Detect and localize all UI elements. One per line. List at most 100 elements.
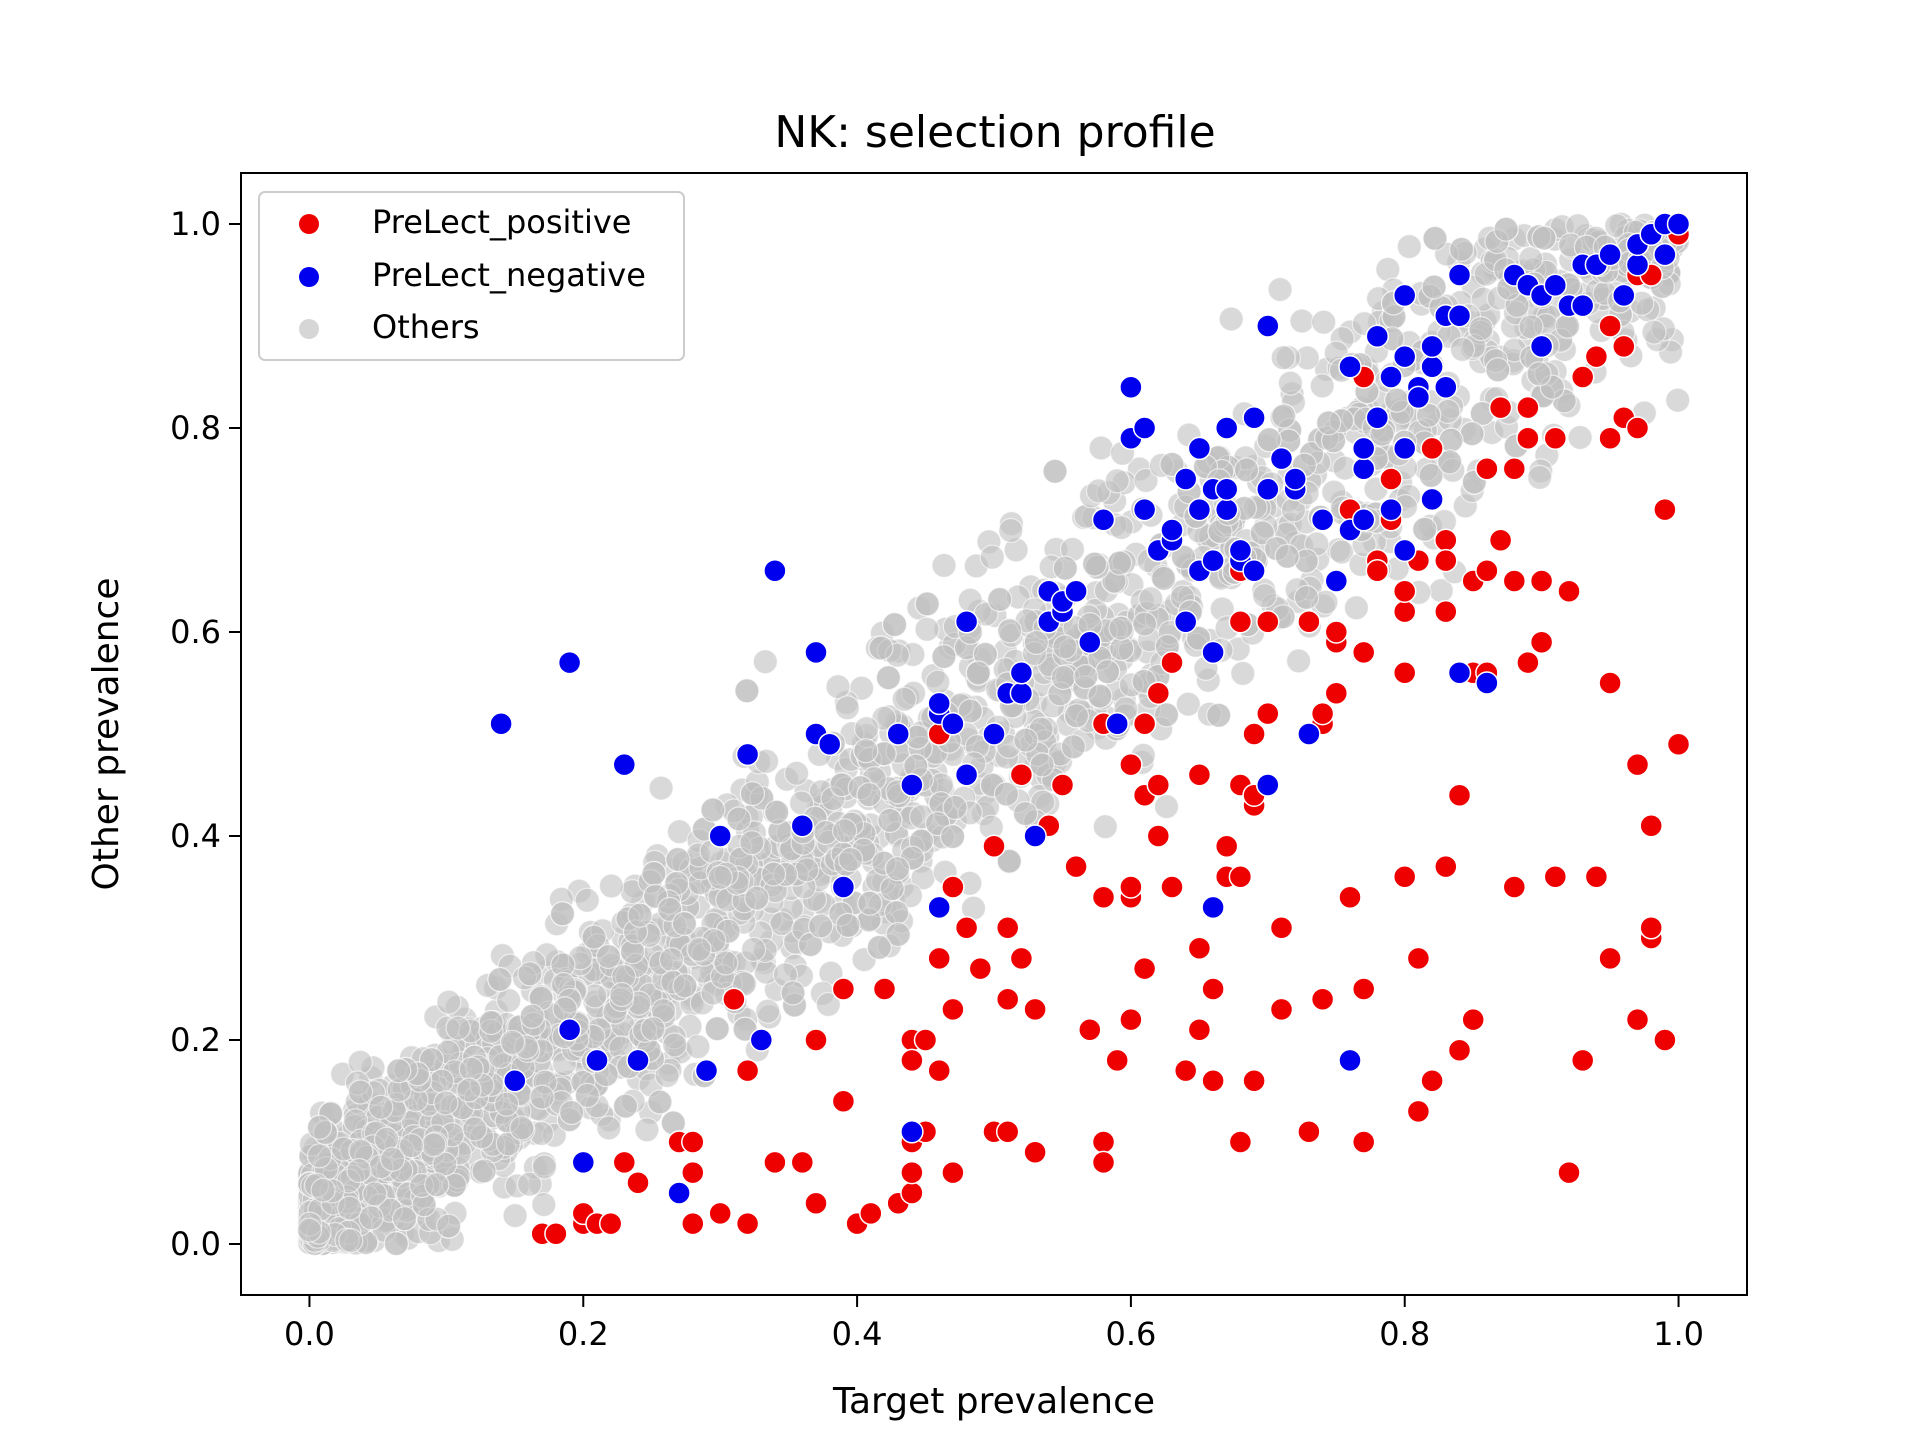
positive-point [1543,865,1568,889]
negative-point [954,610,979,634]
negative-point [708,824,732,848]
negative-point [1214,497,1239,522]
others-point [834,695,860,721]
positive-point [1105,1048,1129,1073]
negative-point [1160,518,1184,542]
positive-point [612,1150,637,1175]
positive-point [927,946,951,971]
others-point [998,517,1024,544]
others-point [1309,373,1335,399]
positive-point [900,1181,924,1205]
others-point [1106,550,1133,576]
positive-point [1269,997,1294,1022]
positive-point [1584,344,1609,369]
others-point [1665,387,1691,413]
others-point [704,1016,730,1042]
negative-point [804,640,828,665]
positive-point [1557,579,1581,603]
others-point [1518,246,1544,272]
negative-point [1351,457,1376,481]
others-point [598,873,625,899]
negative-point [1529,334,1554,359]
others-point [1422,225,1448,251]
negative-point [1201,895,1225,920]
negative-point [557,650,582,675]
others-point [996,848,1022,874]
others-point [1412,516,1438,542]
others-point [436,1213,462,1239]
others-point [1448,236,1475,262]
others-point [499,1029,526,1055]
negative-point [735,742,760,767]
negative-point [1666,212,1691,236]
positive-point [1625,752,1650,777]
others-point [1271,403,1297,429]
negative-point [1078,630,1102,654]
others-point [1449,336,1476,362]
x-tick-label: 0.4 [832,1315,883,1353]
others-point [471,1158,497,1184]
positive-point [681,1130,705,1154]
others-point [783,760,810,786]
positive-point [1584,865,1609,889]
positive-point [1529,630,1554,654]
negative-point [1201,640,1225,665]
others-point [386,1058,412,1084]
positive-point [1269,916,1294,940]
positive-point [1351,977,1376,1001]
positive-point [1256,610,1280,634]
others-point [875,665,902,691]
negative-point [1365,406,1390,430]
others-point [1252,583,1278,609]
negative-point [1338,1048,1362,1073]
others-point [392,1206,418,1232]
others-point [1052,634,1078,660]
legend-label-negative: PreLect_negative [372,256,646,294]
positive-point [927,1058,951,1083]
positive-point [1023,1140,1047,1164]
negative-point [585,1048,609,1073]
positive-point [1256,701,1280,726]
others-point [1468,316,1494,342]
others-point [686,936,712,962]
others-point [1343,595,1370,621]
positive-point [1639,814,1663,838]
positive-point [1420,1069,1444,1093]
positive-point [1392,865,1417,889]
positive-point [598,1211,623,1236]
negative-point [503,1069,527,1093]
x-tick-label: 0.2 [558,1315,609,1353]
negative-point [831,875,856,899]
others-point [398,1133,425,1159]
positive-point [1160,650,1184,675]
positive-point [1132,712,1157,736]
y-axis-ticks: 0.0 0.2 0.4 0.6 0.8 1.0 [170,205,241,1263]
others-point [979,544,1005,570]
positive-point [831,977,856,1001]
positive-point [941,997,965,1022]
others-point [942,794,968,821]
others-point [347,1049,373,1075]
others-point [1384,387,1410,413]
positive-point [1324,620,1349,644]
others-point [458,1056,484,1082]
others-point [1415,402,1442,428]
positive-point [1132,956,1157,981]
positive-point [1653,497,1677,522]
positive-point [968,956,993,981]
others-point [519,1003,545,1029]
others-point [780,980,806,1006]
others-point [478,1009,504,1036]
positive-point [1475,559,1499,583]
positive-point [1324,681,1349,705]
others-point [760,861,787,887]
negative-point [1256,314,1280,338]
positive-point [872,977,897,1001]
others-point [1518,314,1544,340]
x-axis-label: Target prevalence [832,1381,1155,1422]
positive-point [1488,528,1513,552]
negative-point [1434,375,1458,399]
negative-point [1269,446,1294,471]
others-point [685,1034,711,1060]
positive-point [1310,701,1335,726]
